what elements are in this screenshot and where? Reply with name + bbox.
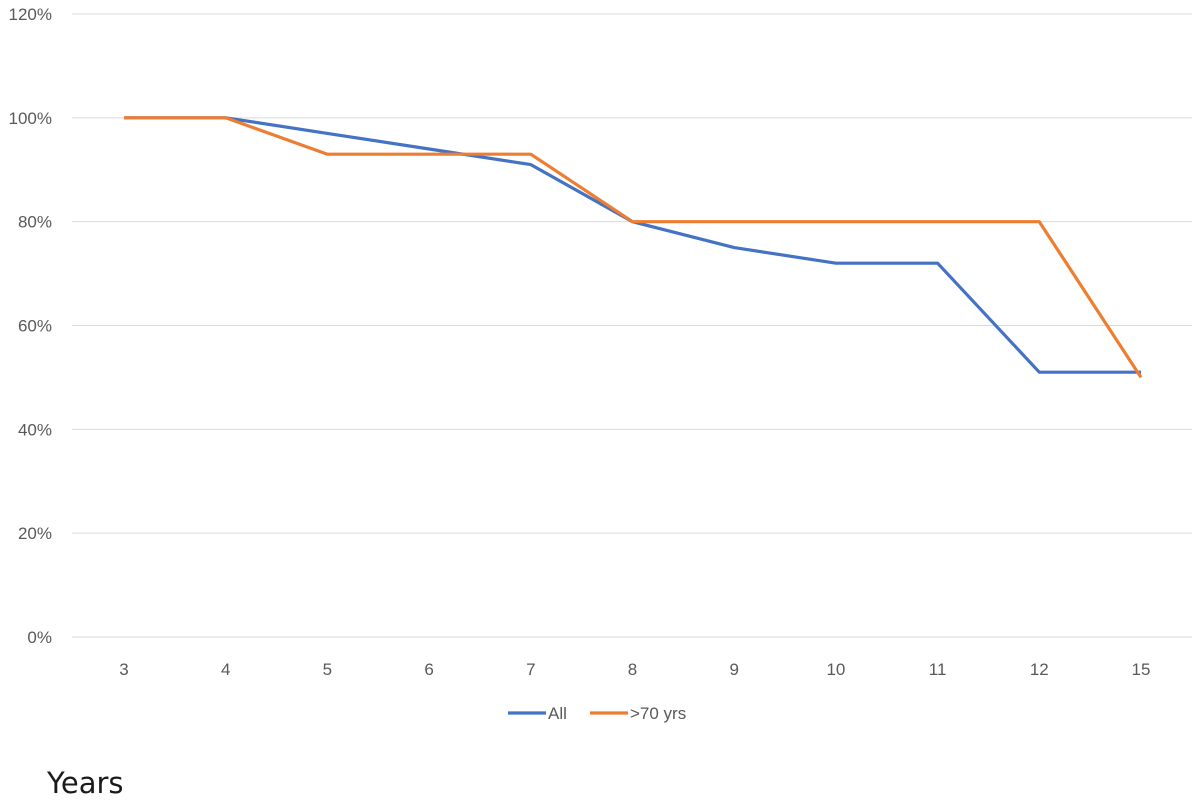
y-tick-label: 100% bbox=[9, 109, 52, 128]
y-axis-ticks: 0% 20% 40% 60% 80% 100% 120% bbox=[9, 5, 52, 647]
x-tick-label: 5 bbox=[323, 660, 332, 679]
x-axis-title: Years bbox=[46, 766, 124, 800]
x-tick-label: 8 bbox=[628, 660, 637, 679]
x-tick-label: 7 bbox=[526, 660, 535, 679]
gridlines bbox=[72, 13, 1192, 638]
y-tick-label: 80% bbox=[18, 213, 52, 232]
y-tick-label: 60% bbox=[18, 317, 52, 336]
legend-label-all: All bbox=[548, 704, 567, 723]
y-tick-label: 0% bbox=[27, 628, 52, 647]
x-tick-label: 11 bbox=[929, 660, 947, 679]
x-tick-label: 6 bbox=[424, 660, 433, 679]
y-tick-label: 120% bbox=[9, 5, 52, 24]
x-tick-label: 4 bbox=[221, 660, 230, 679]
series-line-all bbox=[124, 116, 1141, 374]
series-line-over-70 bbox=[124, 116, 1143, 379]
y-tick-label: 40% bbox=[18, 420, 52, 439]
series-lines bbox=[124, 116, 1143, 379]
x-axis-ticks: 3 4 5 6 7 8 9 10 11 12 15 bbox=[119, 660, 1150, 679]
x-tick-label: 9 bbox=[729, 660, 738, 679]
legend-label-over-70: >70 yrs bbox=[630, 704, 686, 723]
x-tick-label: 15 bbox=[1132, 660, 1151, 679]
x-tick-label: 10 bbox=[826, 660, 845, 679]
x-tick-label: 3 bbox=[119, 660, 128, 679]
legend: All >70 yrs bbox=[508, 704, 686, 723]
y-tick-label: 20% bbox=[18, 524, 52, 543]
x-tick-label: 12 bbox=[1030, 660, 1049, 679]
